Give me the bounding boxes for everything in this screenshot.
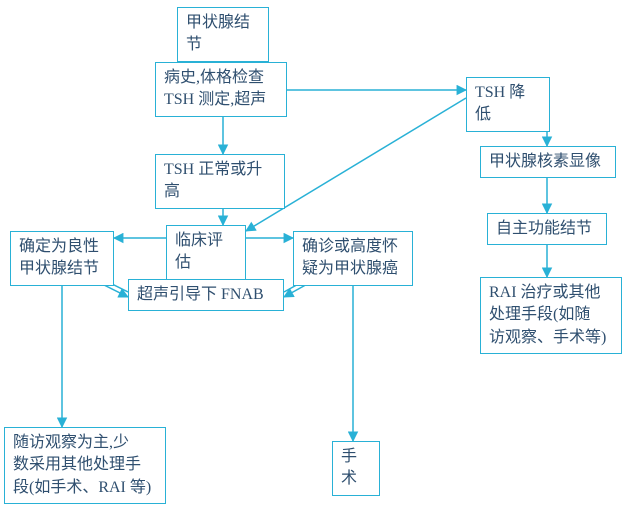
flowchart-node: 自主功能结节 xyxy=(487,213,607,245)
flowchart-node: 确诊或高度怀 疑为甲状腺癌 xyxy=(293,231,413,286)
flowchart-node: 超声引导下 FNAB xyxy=(128,279,284,311)
flowchart-node: 甲状腺核素显像 xyxy=(480,146,616,178)
flowchart-node: RAI 治疗或其他 处理手段(如随 访观察、手术等) xyxy=(480,277,622,354)
flowchart-node: TSH 降低 xyxy=(466,77,550,132)
flowchart-node: 甲状腺结节 xyxy=(177,7,269,62)
flowchart-node: 病史,体格检查 TSH 测定,超声 xyxy=(155,62,287,117)
flowchart-node: TSH 正常或升高 xyxy=(155,154,285,209)
flowchart-node: 临床评估 xyxy=(166,225,246,280)
flowchart-node: 随访观察为主,少 数采用其他处理手 段(如手术、RAI 等) xyxy=(4,427,166,504)
flowchart-node: 确定为良性 甲状腺结节 xyxy=(10,231,114,286)
flowchart-node: 手术 xyxy=(332,441,380,496)
